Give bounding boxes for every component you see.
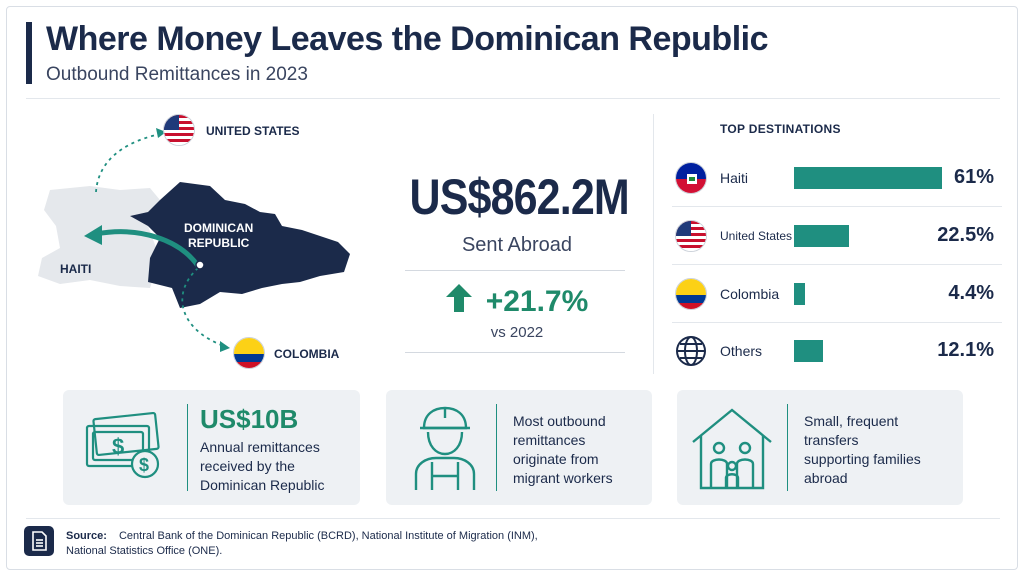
dest-name: Colombia	[720, 286, 780, 302]
chart-title: TOP DESTINATIONS	[720, 122, 841, 136]
hispaniola-map: UNITED STATES DOMINICAN REPUBLIC HAITI C…	[20, 108, 380, 373]
dest-row-colombia: Colombia 4.4%	[672, 269, 1002, 319]
arrow-to-us	[95, 133, 161, 193]
svg-text:$: $	[112, 434, 124, 459]
row-divider	[672, 322, 1002, 323]
dest-name: Others	[720, 343, 763, 359]
dest-name: United States	[720, 229, 793, 243]
map-label-united-states: UNITED STATES	[206, 124, 300, 138]
source-line-1: Source: Central Bank of the Dominican Rep…	[66, 530, 538, 542]
money-icon: $ $	[81, 411, 165, 489]
card-divider	[496, 404, 497, 491]
dest-value: 4.4%	[948, 282, 994, 304]
card-text: Small, frequent transfers supporting fam…	[804, 412, 921, 488]
up-arrow-icon	[445, 284, 472, 320]
amount-caption: Sent Abroad	[461, 234, 573, 256]
dominican-republic-shape	[130, 182, 350, 308]
kpi-divider-top	[405, 270, 625, 271]
us-flag-icon	[675, 220, 707, 252]
header-divider	[26, 98, 1000, 99]
growth-value: +21.7%	[485, 285, 589, 319]
map-label-dr-line1: DOMINICAN	[184, 221, 254, 235]
card-text-line: supporting families	[804, 451, 921, 467]
dest-row-others: Others 12.1%	[672, 326, 1002, 376]
growth-caption: vs 2022	[490, 324, 544, 341]
dest-row-united-states: United States 22.5%	[672, 211, 1002, 261]
card-text-line: remittances	[513, 432, 586, 448]
map-graphic	[38, 128, 350, 352]
globe-icon	[675, 335, 707, 367]
growth-kpi: +21.7%	[392, 284, 642, 320]
card-divider	[187, 404, 188, 491]
source-label: Source:	[66, 530, 107, 542]
haiti-flag-icon	[675, 162, 707, 194]
infographic-frame	[6, 6, 1018, 570]
inbound-amount: US$10B	[200, 404, 299, 434]
dest-value: 61%	[953, 166, 994, 188]
family-home-icon	[689, 406, 775, 495]
dest-value: 22.5%	[937, 224, 994, 246]
source-text-1: Central Bank of the Dominican Republic (…	[118, 530, 538, 542]
worker-icon	[412, 404, 478, 495]
card-text: Most outbound remittances originate from…	[513, 412, 613, 488]
page-title: Where Money Leaves the Dominican Republi…	[46, 20, 769, 58]
colombia-flag-icon	[675, 278, 707, 310]
dest-row-haiti: Haiti 61%	[672, 153, 1002, 203]
card-text-line: Small, frequent	[804, 413, 899, 429]
dest-bar	[794, 167, 942, 189]
row-divider	[672, 264, 1002, 265]
document-icon	[24, 526, 54, 556]
card-text-line: migrant workers	[513, 470, 613, 486]
card-text-line: transfers	[804, 432, 859, 448]
section-divider	[653, 114, 654, 374]
map-label-haiti: HAITI	[60, 262, 92, 276]
map-label-colombia: COLOMBIA	[274, 347, 340, 361]
svg-text:$: $	[139, 455, 149, 475]
kpi-divider-bottom	[405, 352, 625, 353]
arrow-to-haiti	[95, 229, 201, 268]
card-text-line: received by the	[200, 458, 295, 474]
row-divider	[672, 206, 1002, 207]
dest-bar	[794, 283, 805, 305]
total-outbound-amount: US$862.2M	[409, 169, 630, 225]
card-inbound-remittances: $ $ US$10B Annual remittances received b…	[63, 390, 360, 505]
card-text-line: Dominican Republic	[200, 477, 325, 493]
card-text-line: Most outbound	[513, 413, 606, 429]
colombia-flag-icon	[233, 337, 265, 369]
us-flag-icon	[163, 114, 195, 146]
map-label-dr-line2: REPUBLIC	[187, 236, 250, 250]
card-supporting-families: Small, frequent transfers supporting fam…	[677, 390, 963, 505]
dest-bar	[794, 340, 823, 362]
dest-name: Haiti	[720, 170, 749, 186]
card-text: Annual remittances received by the Domin…	[200, 438, 325, 495]
origin-point	[195, 260, 205, 270]
card-text-line: Annual remittances	[200, 439, 320, 455]
page-subtitle: Outbound Remittances in 2023	[46, 64, 308, 85]
dest-value: 12.1%	[937, 339, 994, 361]
card-divider	[787, 404, 788, 491]
card-text-line: originate from	[513, 451, 599, 467]
source-line-2: National Statistics Office (ONE).	[66, 545, 223, 557]
card-migrant-workers: Most outbound remittances originate from…	[386, 390, 652, 505]
footer-divider	[26, 518, 1000, 519]
map-label-dominican-republic: DOMINICAN REPUBLIC	[184, 221, 253, 251]
card-text-line: abroad	[804, 470, 848, 486]
title-accent-bar	[26, 22, 32, 84]
dest-bar	[794, 225, 849, 247]
